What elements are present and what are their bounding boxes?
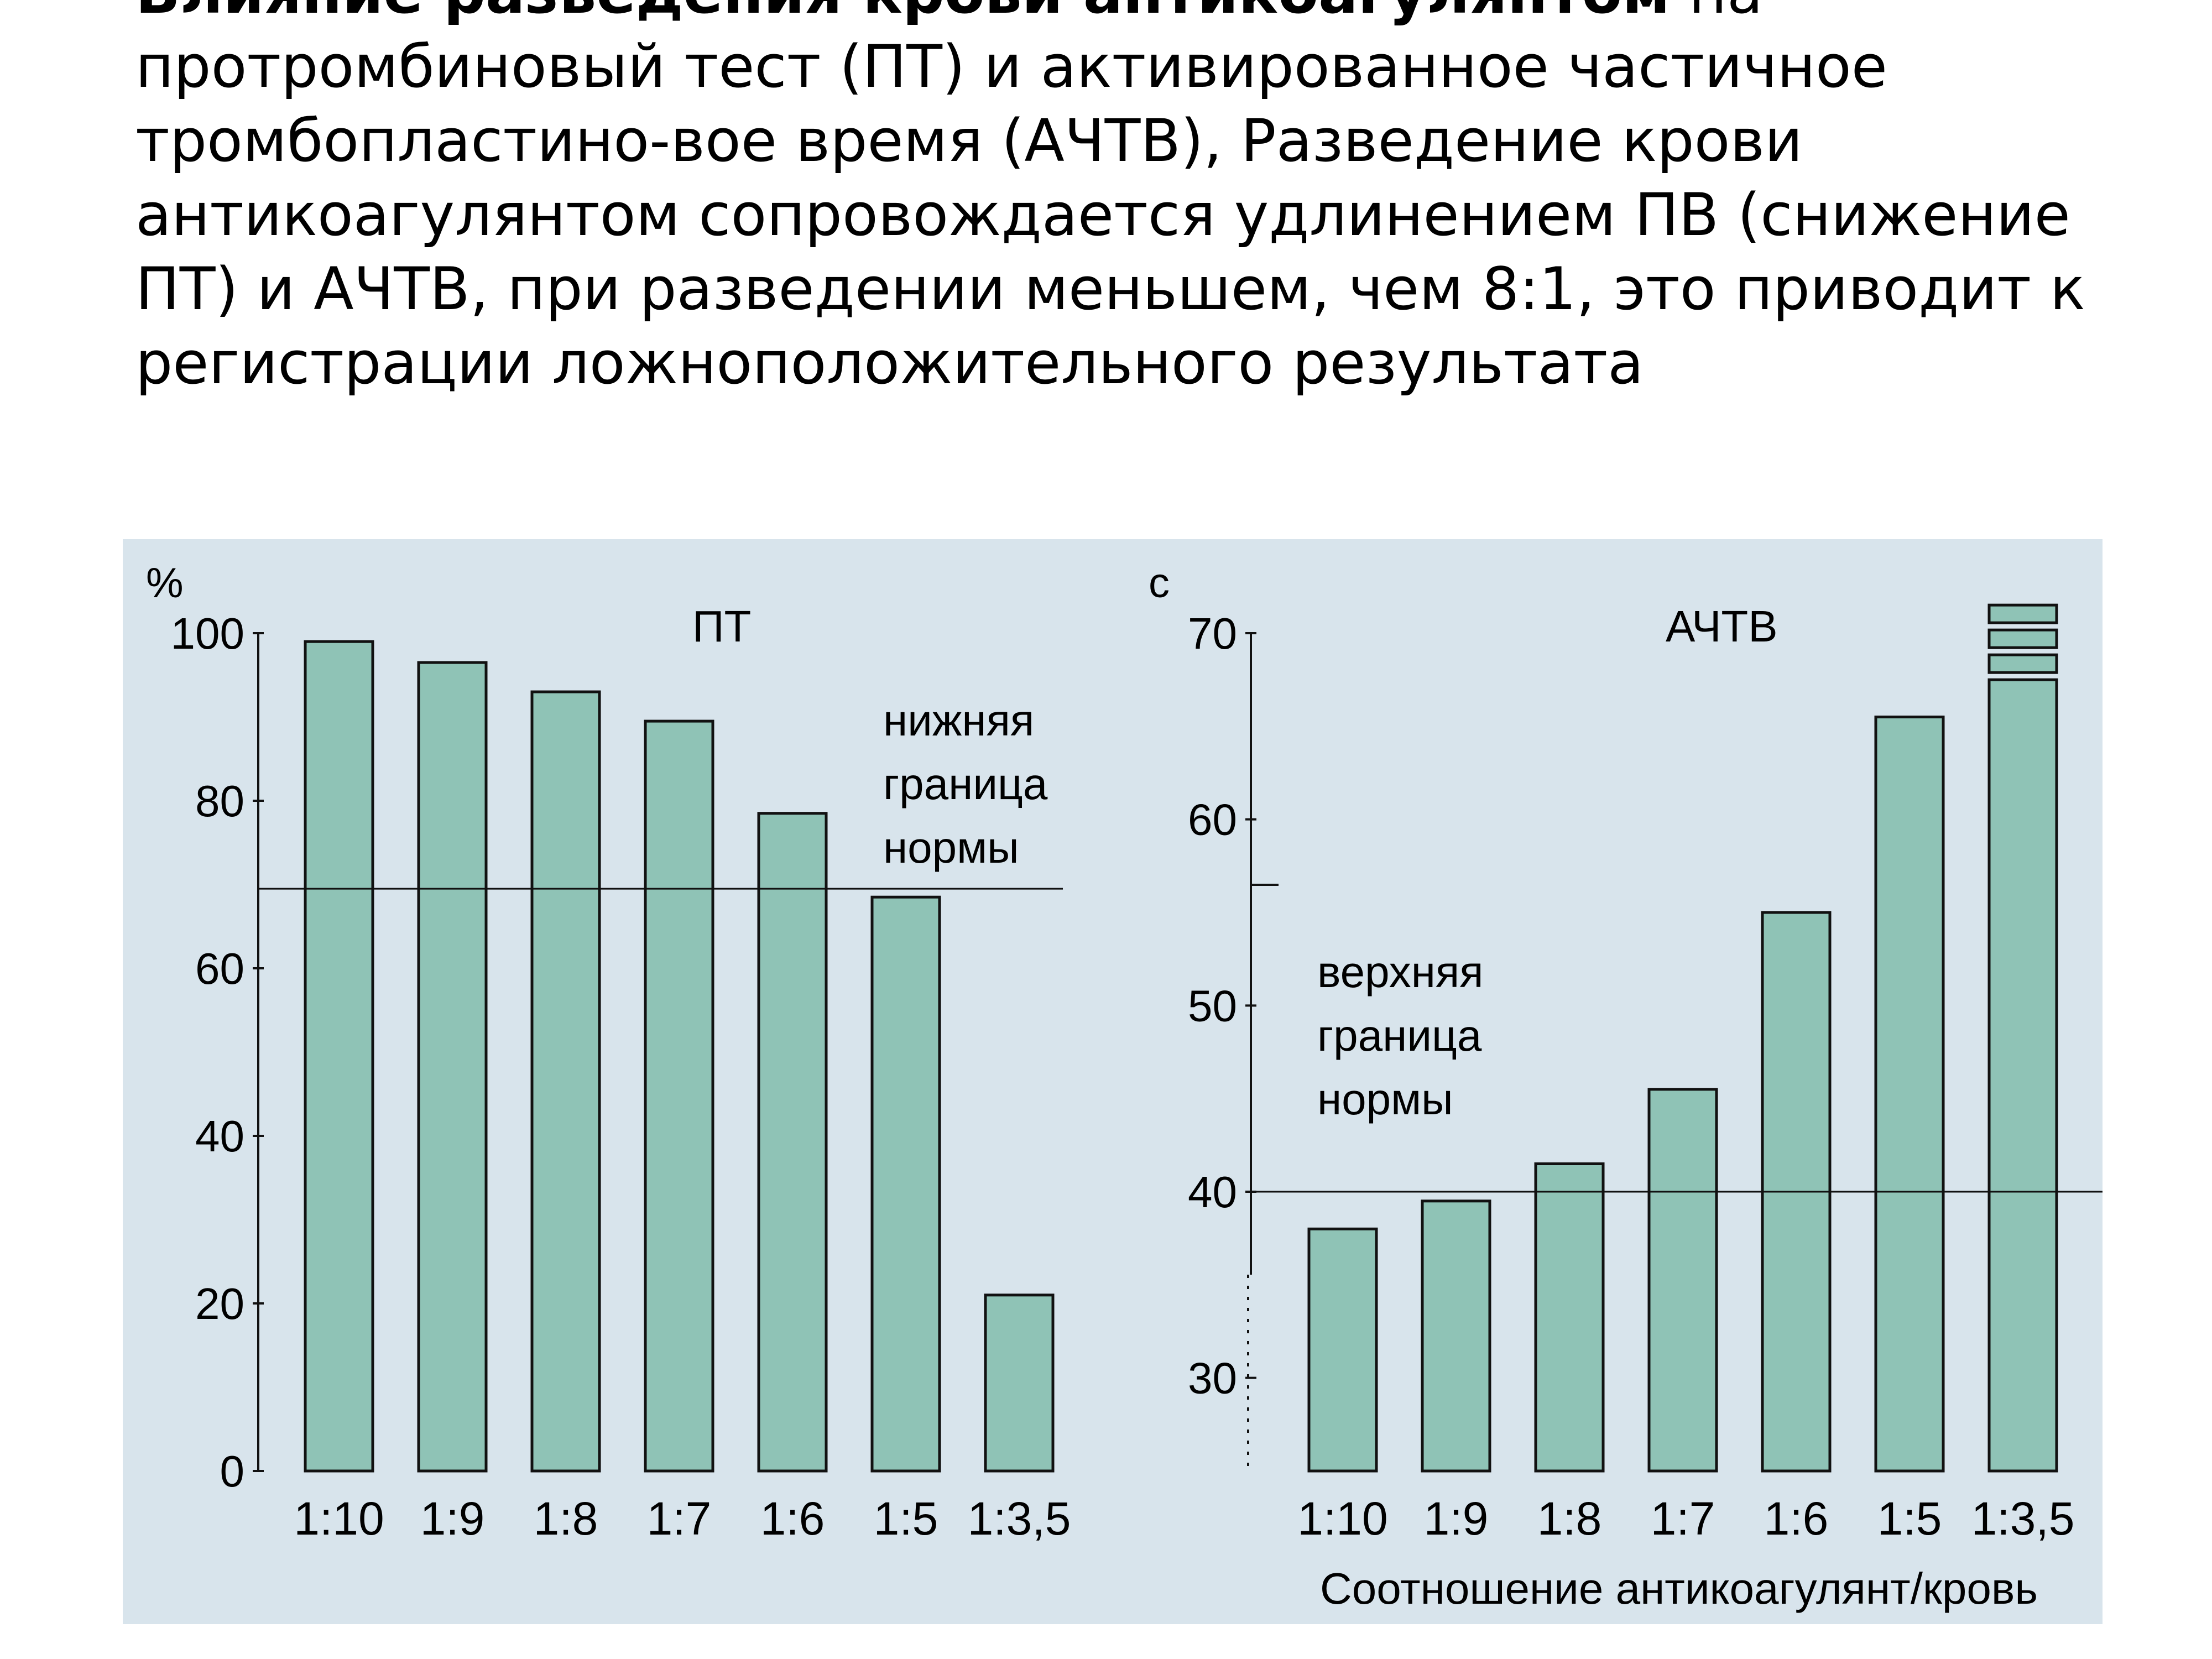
pt-xtick-label: 1:8 — [534, 1493, 598, 1545]
aptt-bar — [1874, 716, 1945, 1473]
aptt-ytick-label: 50 — [1188, 981, 1237, 1030]
aptt-ytick-label: 60 — [1188, 795, 1237, 844]
pt-xtick-label: 1:6 — [760, 1493, 825, 1545]
aptt-ref-label-line-2: граница — [1317, 1011, 1482, 1060]
pt-bar — [417, 661, 488, 1473]
aptt-ref-label: верхняя граница нормы — [1317, 947, 1496, 1124]
aptt-ref-label-line-3: нормы — [1317, 1074, 1453, 1124]
pt-ref-label-line-1: нижняя — [883, 696, 1034, 745]
pt-xtick-label: 1:7 — [647, 1493, 712, 1545]
aptt-ytick-label: 40 — [1188, 1167, 1237, 1217]
pt-ytick-label: 20 — [195, 1279, 244, 1328]
aptt-xtick-label: 1:9 — [1424, 1493, 1489, 1545]
aptt-xtick-label: 1:8 — [1537, 1493, 1602, 1545]
pt-ytick-label: 80 — [195, 776, 244, 826]
aptt-ylabel: с — [1149, 560, 1170, 607]
pt-bar — [984, 1293, 1055, 1473]
aptt-xtick-label: 1:7 — [1651, 1493, 1715, 1545]
aptt-xtick-label: 1:10 — [1297, 1493, 1388, 1545]
slide-heading: Влияние разведения крови антикоагулянтом… — [135, 0, 2126, 400]
pt-title: ПТ — [692, 602, 751, 651]
aptt-title: АЧТВ — [1666, 602, 1778, 651]
aptt-xlabel: Соотношение антикоагулянт/кровь — [1320, 1564, 2038, 1613]
aptt-bar — [1647, 1088, 1718, 1473]
pt-ref-label-line-3: нормы — [883, 823, 1019, 872]
aptt-xtick-label: 1:3,5 — [1971, 1493, 2075, 1545]
pt-bar — [757, 812, 828, 1473]
aptt-bar-overflow-segment — [1987, 653, 2058, 674]
chart-figure: % ПТ 0 20 40 60 80 100 1:10 1:9 1:8 1:7 1:6 1:5 1:3… — [123, 539, 2103, 1624]
chart-svg: % ПТ 0 20 40 60 80 100 1:10 1:9 1:8 1:7 1:6 1:5 1:3… — [123, 539, 2103, 1624]
pt-xtick-label: 1:9 — [420, 1493, 485, 1545]
heading-bold: Влияние разведения крови антикоагулянтом — [135, 0, 1670, 27]
pt-ref-label: нижняя граница нормы — [883, 696, 1060, 872]
aptt-bar-overflow-segment — [1987, 628, 2058, 649]
heading-text: на протромбиновый тест (ПТ) и активирова… — [135, 0, 2085, 397]
pt-chart: % ПТ 0 20 40 60 80 100 1:10 1:9 1:8 1:7 1:6 1:5 1:3… — [146, 560, 1071, 1545]
pt-xtick-label: 1:3,5 — [968, 1493, 1071, 1545]
aptt-bar — [1421, 1199, 1491, 1473]
aptt-bar — [1307, 1227, 1378, 1473]
pt-ytick-label: 60 — [195, 944, 244, 993]
pt-ytick-label: 100 — [171, 609, 244, 658]
pt-bar — [304, 640, 374, 1473]
aptt-ytick-label: 70 — [1188, 609, 1237, 658]
pt-xtick-label: 1:10 — [294, 1493, 384, 1545]
pt-ytick-label: 0 — [220, 1447, 245, 1496]
pt-ylabel: % — [146, 560, 184, 607]
aptt-chart: с АЧТВ 30 40 50 60 70 1:10 1:9 1:8 1:7 1:6 1:5 1:3… — [1149, 560, 2103, 1613]
pt-bar — [870, 895, 941, 1473]
aptt-bar — [1534, 1162, 1605, 1473]
pt-bar — [530, 690, 601, 1473]
aptt-bar-overflow-segment — [1987, 603, 2058, 624]
pt-ytick-label: 40 — [195, 1112, 244, 1161]
aptt-ref-label-line-1: верхняя — [1317, 947, 1484, 997]
aptt-ytick-label: 30 — [1188, 1354, 1237, 1403]
pt-bar — [644, 719, 714, 1473]
pt-ref-label-line-2: граница — [883, 759, 1048, 808]
aptt-bar — [1987, 678, 2058, 1473]
aptt-xtick-label: 1:5 — [1877, 1493, 1942, 1545]
aptt-xtick-label: 1:6 — [1764, 1493, 1829, 1545]
pt-xtick-label: 1:5 — [874, 1493, 938, 1545]
